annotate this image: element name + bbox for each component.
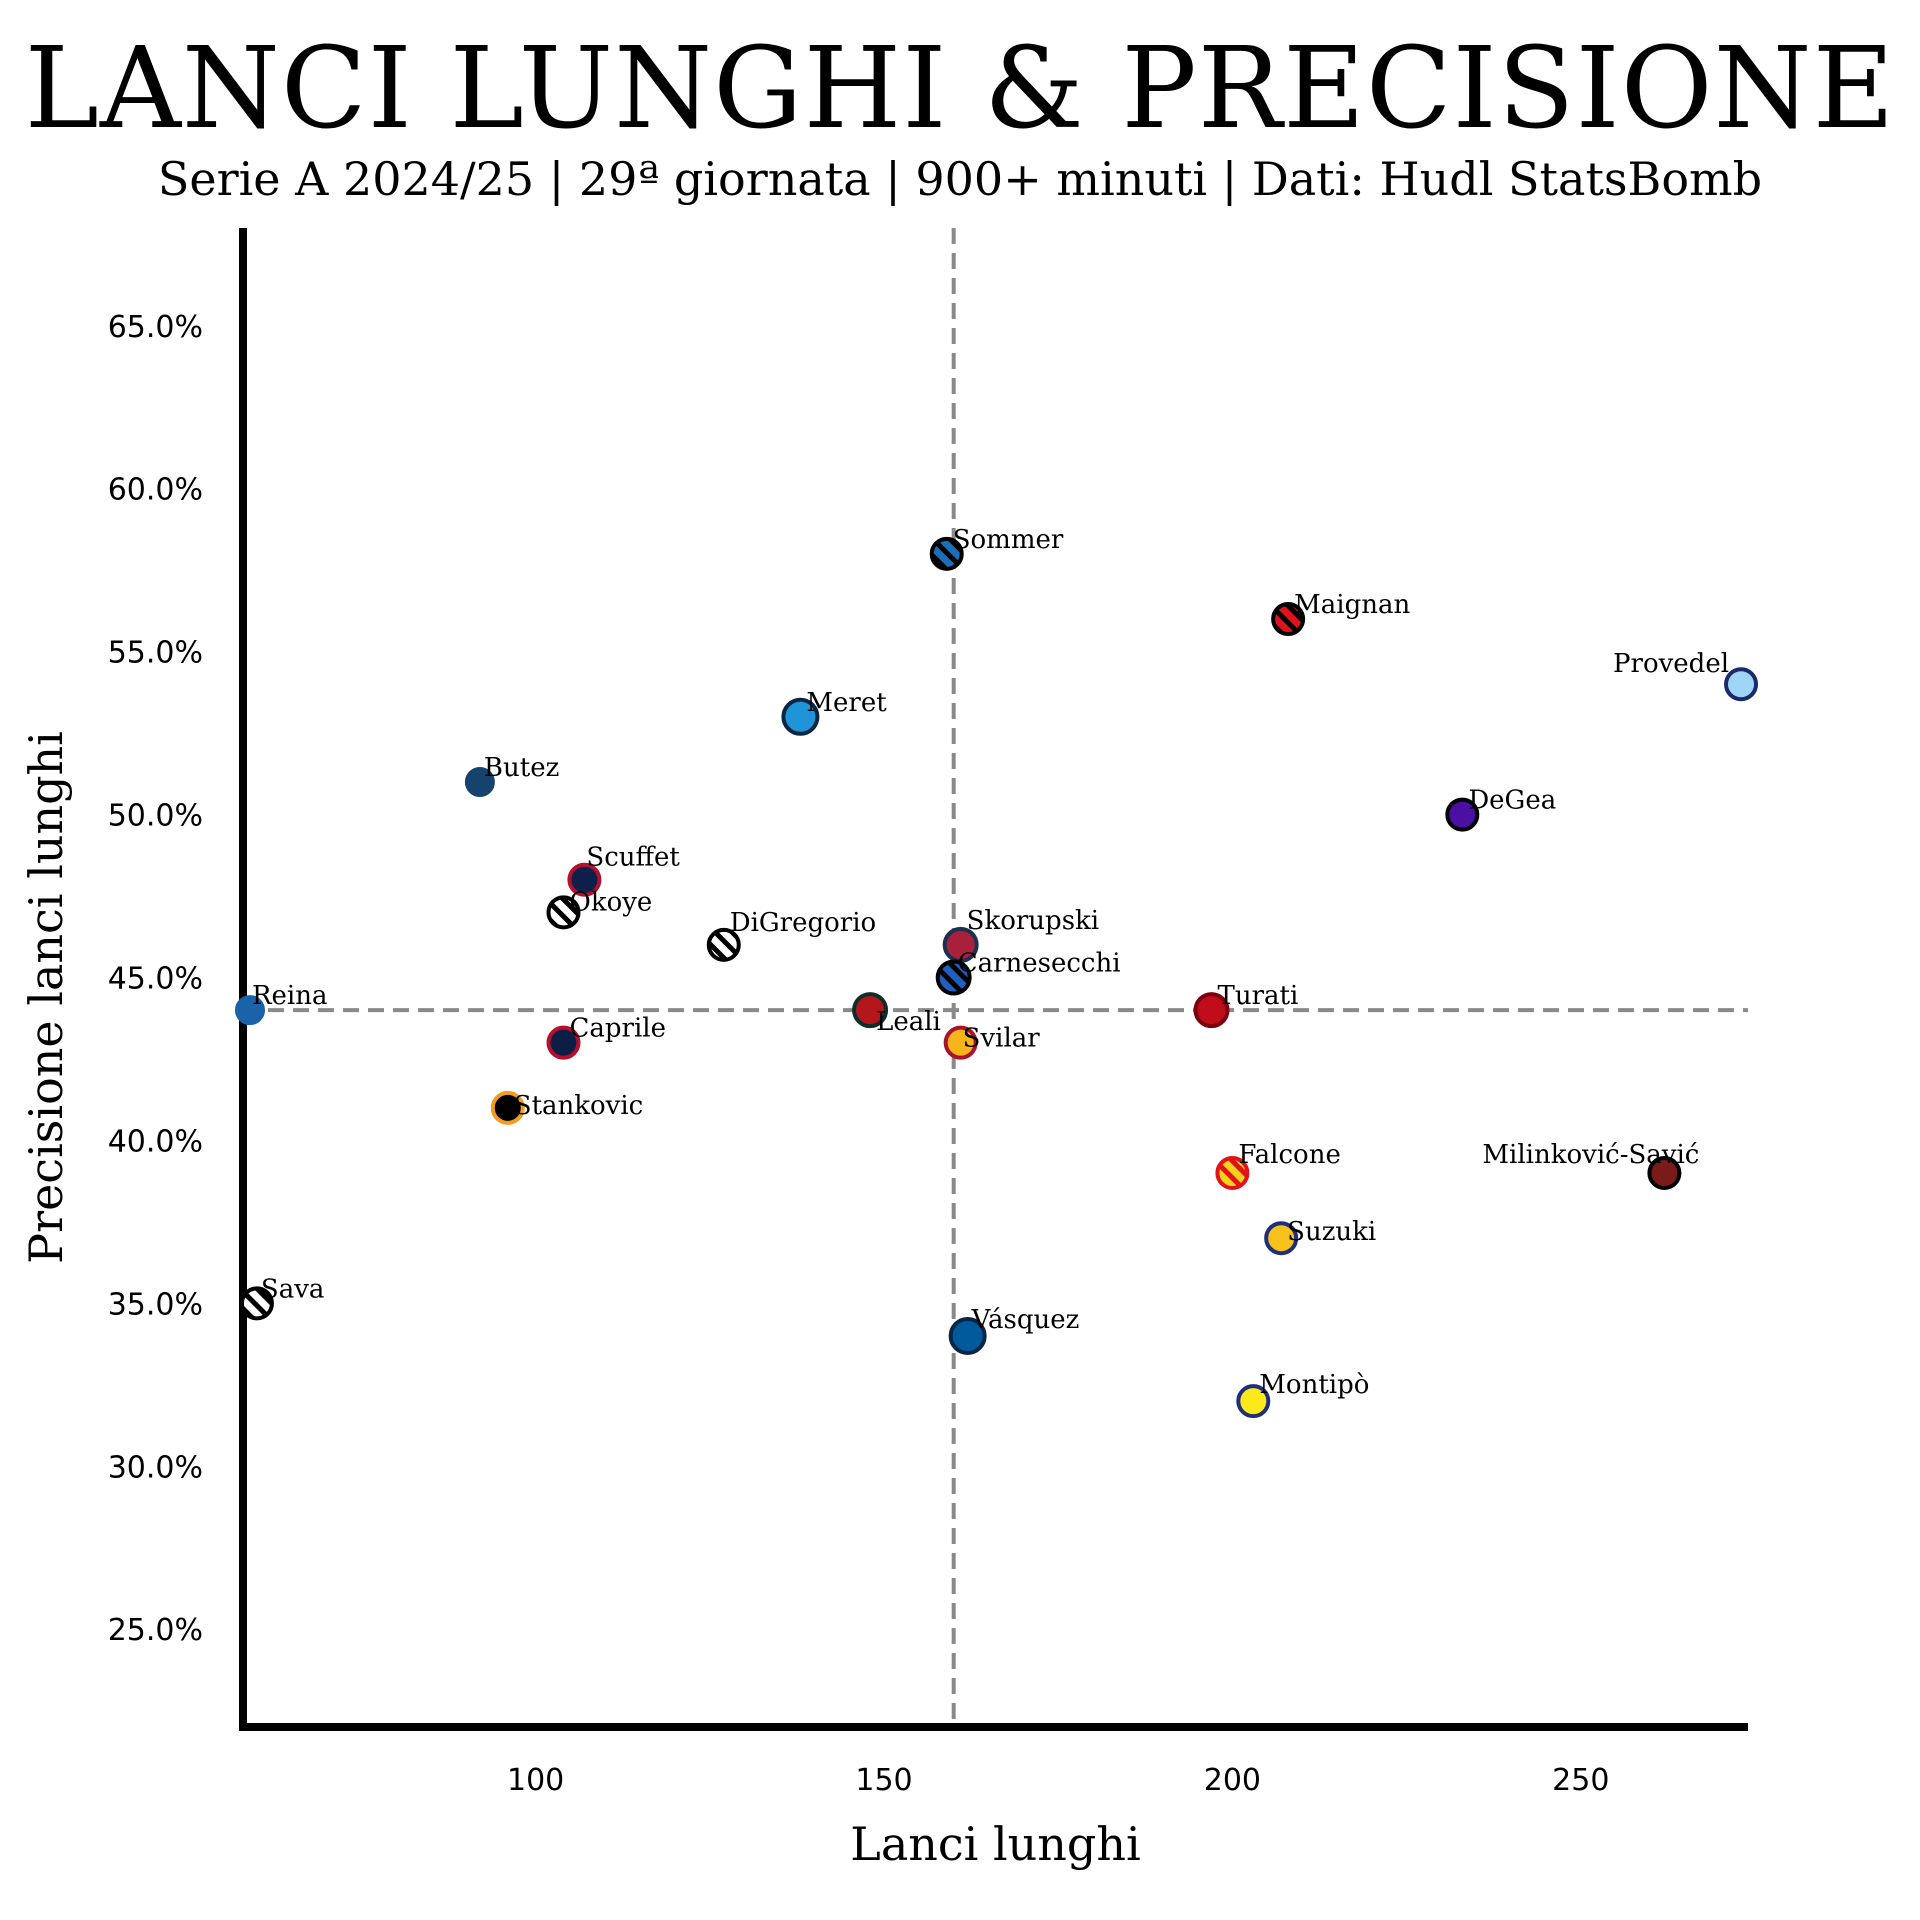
data-point[interactable] (935, 959, 972, 996)
point-label: Turati (1217, 981, 1298, 1011)
point-label: Falcone (1238, 1140, 1340, 1170)
y-tick-label: 60.0% (108, 473, 203, 508)
y-tick-label: 35.0% (108, 1287, 203, 1322)
y-tick-labels: 25.0% 30.0% 35.0% 40.0% 45.0% 50.0% 55.0% 60.0%… (108, 310, 203, 1648)
point-label: Sommer (953, 525, 1064, 555)
point-label: Caprile (570, 1014, 666, 1044)
data-point[interactable] (546, 895, 581, 930)
data-point[interactable] (490, 1090, 525, 1125)
point-label: Suzuki (1287, 1217, 1376, 1247)
y-tick-label: 50.0% (108, 799, 203, 834)
point-label: Milinković-Savić (1482, 1140, 1699, 1170)
data-point[interactable] (1724, 667, 1759, 702)
point-label: Vásquez (971, 1305, 1080, 1335)
data-point[interactable] (567, 862, 602, 897)
data-point[interactable] (1647, 1156, 1682, 1191)
reference-lines (243, 228, 1748, 1727)
point-label: Leali (876, 1007, 941, 1037)
chart-subtitle: Serie A 2024/25 | 29ª giornata | 900+ mi… (157, 152, 1763, 206)
point-label: Maignan (1294, 590, 1410, 620)
data-point[interactable] (234, 995, 265, 1026)
point-label: Meret (806, 688, 887, 718)
data-point[interactable] (464, 766, 495, 797)
data-point[interactable] (929, 536, 964, 571)
y-axis-label: Precisione lanci lunghi (19, 731, 73, 1264)
x-tick-labels: 100 150 200 250 (507, 1763, 1609, 1798)
point-label: Provedel (1613, 649, 1729, 679)
data-point[interactable] (1236, 1384, 1271, 1419)
data-point[interactable] (706, 927, 741, 962)
point-label: DiGregorio (730, 908, 876, 938)
data-point[interactable] (1271, 602, 1306, 637)
data-point[interactable] (1445, 797, 1480, 832)
point-label: Scuffet (586, 843, 680, 873)
data-point[interactable] (1264, 1221, 1299, 1256)
data-point[interactable] (948, 1316, 987, 1355)
data-points (234, 536, 1759, 1419)
x-tick-label: 100 (507, 1763, 564, 1798)
y-tick-label: 65.0% (108, 310, 203, 345)
data-point[interactable] (781, 697, 820, 736)
point-label: Okoye (570, 887, 653, 917)
point-label: Sava (261, 1274, 325, 1304)
point-label: Skorupski (967, 906, 1099, 936)
x-tick-label: 150 (855, 1763, 912, 1798)
point-label: Butez (484, 753, 559, 783)
x-tick-label: 200 (1204, 1763, 1261, 1798)
x-tick-label: 250 (1552, 1763, 1609, 1798)
point-label: Svilar (963, 1024, 1041, 1054)
chart-title: LANCI LUNGHI & PRECISIONE (24, 24, 1896, 154)
y-tick-label: 25.0% (108, 1613, 203, 1648)
point-label: Reina (252, 981, 328, 1011)
point-label: Stankovic (514, 1091, 643, 1121)
point-label: Carnesecchi (958, 949, 1121, 979)
y-tick-label: 45.0% (108, 962, 203, 997)
x-axis-label: Lanci lunghi (850, 1817, 1140, 1871)
data-point[interactable] (852, 992, 889, 1029)
y-tick-label: 30.0% (108, 1450, 203, 1485)
point-label: Montipò (1259, 1370, 1369, 1400)
point-labels: Sommer Maignan Provedel Meret Butez DeGea Scuf… (252, 525, 1729, 1400)
axes (239, 228, 1748, 1731)
data-point[interactable] (1193, 992, 1230, 1029)
data-point[interactable] (239, 1286, 274, 1321)
y-tick-label: 55.0% (108, 636, 203, 671)
data-point[interactable] (943, 1025, 978, 1060)
data-point[interactable] (546, 1025, 581, 1060)
y-tick-label: 40.0% (108, 1124, 203, 1159)
data-point[interactable] (1215, 1156, 1250, 1191)
point-label: DeGea (1468, 786, 1556, 816)
